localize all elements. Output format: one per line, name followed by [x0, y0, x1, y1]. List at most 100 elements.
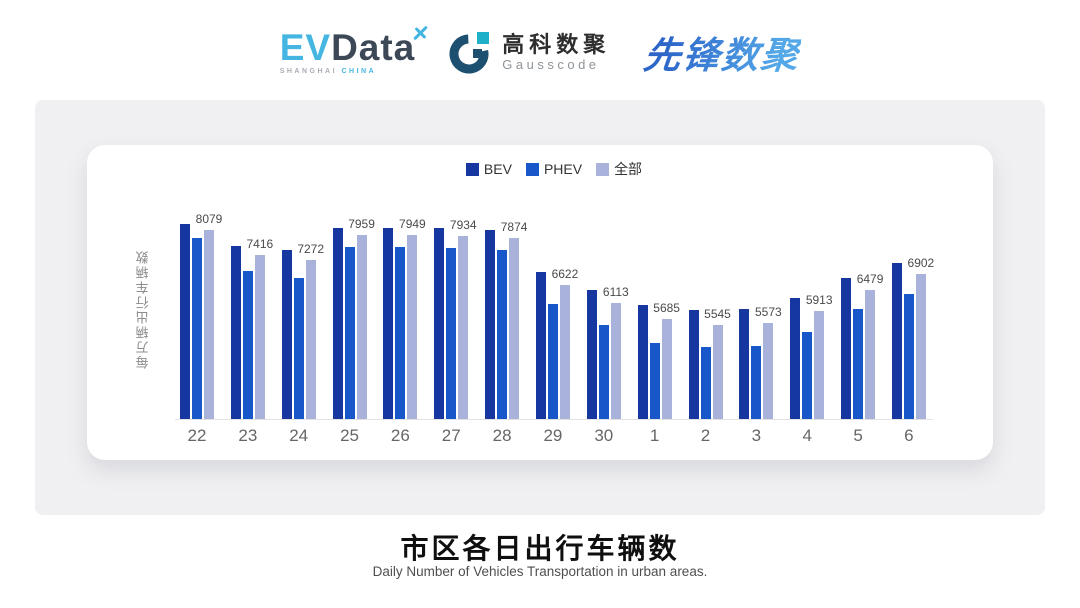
legend-item-phev[interactable]: PHEV	[525, 161, 583, 177]
bar-bev-25[interactable]	[332, 228, 343, 419]
bar-全部-22[interactable]	[204, 230, 214, 419]
bar-bev-23[interactable]	[230, 246, 241, 419]
x-tick-6: 6	[904, 426, 914, 445]
bar-phev-4[interactable]	[802, 332, 813, 419]
x-tick-24: 24	[289, 426, 309, 445]
x-tick-28: 28	[492, 426, 512, 445]
bar-全部-1[interactable]	[661, 319, 672, 419]
data-label-5: 6479	[856, 272, 884, 286]
chart-title: 市区各日出行车辆数	[400, 533, 680, 564]
header-logos: EVData SHANGHAI CHINA 高科数聚 Gausscode 先锋数…	[0, 16, 1080, 88]
gausscode-en-name: Gausscode	[502, 56, 600, 72]
bar-bev-29[interactable]	[535, 272, 546, 419]
bar-bev-27[interactable]	[434, 228, 445, 419]
data-label-2: 5545	[704, 307, 731, 321]
chart-panel: BEV PHEV 全部 每万辆出行车辆数 8079 7416 7272 7959 7949 7…	[35, 100, 1045, 515]
bar-全部-2[interactable]	[712, 325, 723, 419]
bar-phev-26[interactable]	[395, 247, 406, 419]
bar-bev-6[interactable]	[891, 263, 902, 419]
bar-全部-25[interactable]	[356, 235, 367, 419]
bar-bev-30[interactable]	[586, 290, 597, 419]
bar-phev-22[interactable]	[192, 238, 202, 419]
x-tick-2: 2	[700, 426, 711, 445]
legend-swatch	[465, 162, 479, 176]
legend-label: PHEV	[543, 161, 583, 177]
plot-area: 8079 7416 7272 7959 7949 7934 7874 6622 6113 5685…	[175, 200, 934, 420]
bar-全部-26[interactable]	[407, 235, 418, 419]
legend-item-bev[interactable]: BEV	[465, 161, 512, 177]
bar-phev-28[interactable]	[497, 250, 508, 419]
evdata-ev-text: EV	[279, 26, 332, 68]
bar-bev-3[interactable]	[739, 309, 750, 419]
bar-全部-27[interactable]	[458, 236, 469, 419]
x-tick-1: 1	[649, 426, 660, 445]
bar-全部-6[interactable]	[915, 274, 926, 419]
legend-item-全部[interactable]: 全部	[596, 159, 642, 179]
x-tick-27: 27	[441, 426, 461, 445]
bar-bev-26[interactable]	[383, 228, 394, 419]
bar-全部-3[interactable]	[763, 323, 774, 419]
bar-bev-2[interactable]	[688, 310, 699, 419]
legend-label: BEV	[483, 161, 512, 177]
x-tick-4: 4	[802, 426, 812, 445]
legend-swatch	[596, 162, 610, 176]
data-label-6: 6902	[907, 256, 935, 270]
gausscode-g-icon	[449, 32, 490, 74]
bar-bev-5[interactable]	[841, 278, 852, 419]
legend-swatch	[525, 162, 539, 176]
data-label-26: 7949	[399, 217, 426, 231]
bar-bev-1[interactable]	[637, 305, 648, 419]
x-tick-22: 22	[187, 426, 207, 445]
evdata-spark-icon	[411, 24, 429, 42]
bar-全部-30[interactable]	[610, 303, 621, 419]
x-tick-26: 26	[390, 426, 410, 445]
data-label-30: 6113	[602, 285, 629, 299]
data-label-24: 7272	[297, 242, 325, 256]
chart-legend: BEV PHEV 全部	[175, 159, 933, 179]
evdata-logo: EVData SHANGHAI CHINA	[279, 25, 429, 75]
bar-bev-4[interactable]	[790, 298, 801, 419]
bar-全部-4[interactable]	[814, 311, 825, 419]
data-label-22: 8079	[195, 212, 223, 226]
bar-phev-1[interactable]	[649, 343, 660, 419]
x-tick-23: 23	[238, 426, 258, 445]
bar-phev-3[interactable]	[751, 346, 762, 419]
data-label-1: 5685	[653, 301, 680, 315]
legend-label: 全部	[614, 161, 643, 177]
bar-phev-27[interactable]	[446, 248, 457, 419]
evdata-sub-left: SHANGHAI	[279, 67, 338, 75]
evdata-subtext: SHANGHAI CHINA	[280, 68, 416, 75]
bar-全部-28[interactable]	[509, 238, 520, 419]
bar-phev-5[interactable]	[853, 309, 864, 419]
evdata-sub-right: CHINA	[341, 67, 377, 75]
evdata-wordmark: EVData	[279, 25, 429, 68]
bar-phev-6[interactable]	[903, 294, 914, 419]
evdata-data-text: Data	[331, 26, 416, 68]
bar-bev-28[interactable]	[485, 230, 496, 419]
bar-phev-29[interactable]	[547, 304, 558, 419]
data-label-4: 5913	[805, 293, 833, 307]
bar-bev-22[interactable]	[180, 224, 190, 419]
bar-phev-25[interactable]	[344, 247, 355, 419]
bar-bev-24[interactable]	[281, 250, 292, 419]
y-axis-title: 每万辆出行车辆数	[135, 249, 151, 370]
bar-全部-29[interactable]	[559, 285, 570, 419]
x-axis-line	[175, 419, 933, 420]
data-label-27: 7934	[449, 218, 477, 232]
pioneer-logo: 先锋数聚	[641, 25, 803, 79]
bar-phev-30[interactable]	[598, 325, 609, 419]
bar-全部-23[interactable]	[254, 255, 265, 419]
bar-全部-5[interactable]	[865, 290, 876, 419]
bar-phev-23[interactable]	[242, 271, 253, 419]
x-tick-29: 29	[543, 426, 563, 445]
data-label-23: 7416	[246, 237, 274, 251]
data-label-3: 5573	[754, 305, 782, 319]
x-axis-labels: 22 23 24 25 26 27 28 29 30 1 2 3 4 5 6	[175, 426, 933, 448]
x-tick-30: 30	[594, 426, 614, 445]
bar-全部-24[interactable]	[305, 260, 316, 419]
x-tick-5: 5	[853, 426, 863, 445]
chart-subtitle: Daily Number of Vehicles Transportation …	[372, 564, 708, 579]
bar-phev-24[interactable]	[293, 278, 304, 419]
bar-phev-2[interactable]	[700, 347, 711, 419]
